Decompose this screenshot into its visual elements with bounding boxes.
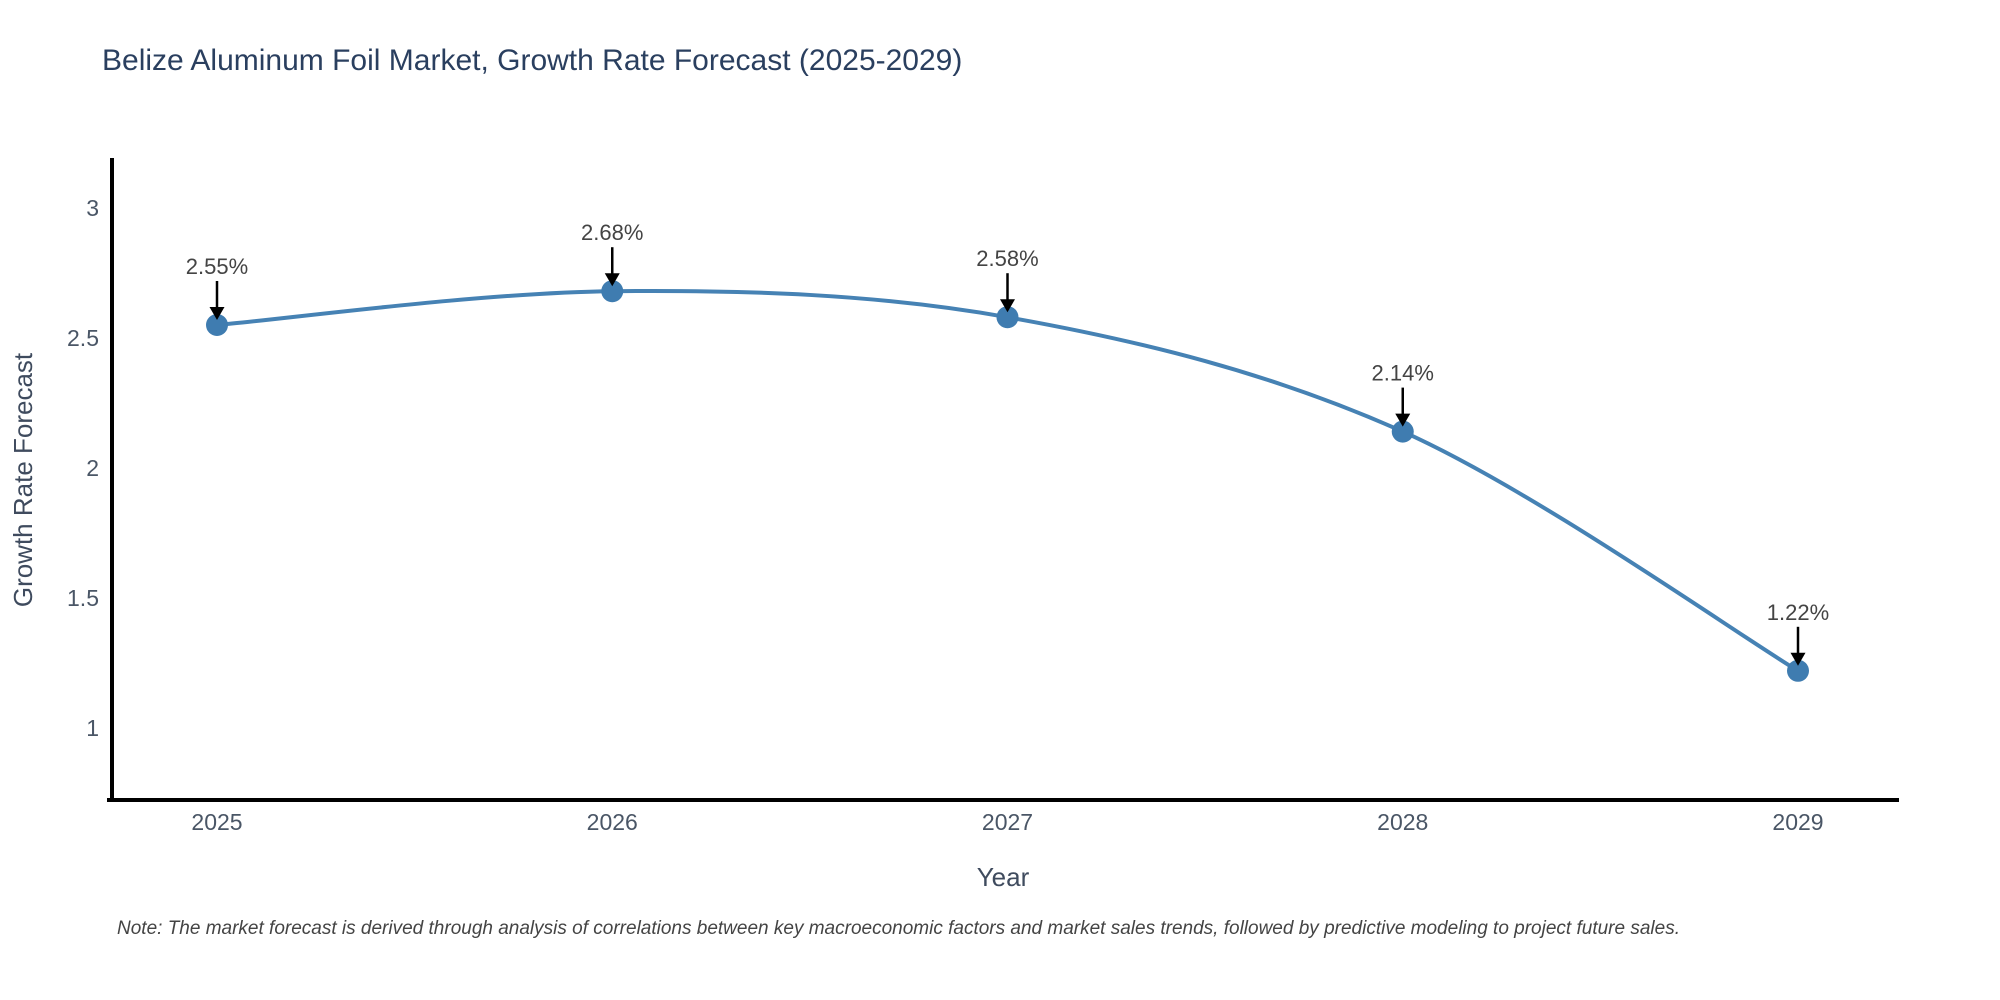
point-annotation-label: 2.58% [976, 246, 1038, 271]
x-tick-label: 2027 [982, 809, 1033, 835]
data-point-2029[interactable] [1787, 659, 1809, 682]
data-point-2028[interactable] [1391, 420, 1414, 443]
x-tick-label: 2026 [587, 809, 638, 835]
forecast-line [215, 288, 1800, 673]
x-tick-label: 2028 [1377, 809, 1428, 835]
x-tick-label: 2025 [191, 809, 242, 835]
annotation-arrowhead-icon [1000, 299, 1015, 313]
x-tick-label: 2029 [1772, 809, 1823, 835]
point-annotation-label: 2.68% [581, 220, 643, 245]
annotation-arrowhead-icon [1395, 413, 1411, 427]
data-point-2026[interactable] [601, 280, 624, 303]
y-tick-label: 1 [86, 715, 99, 741]
data-point-2025[interactable] [206, 314, 228, 336]
footnote: Note: The market forecast is derived thr… [117, 918, 1680, 939]
point-annotation-label: 2.55% [186, 254, 248, 279]
y-tick-label: 3 [86, 195, 99, 221]
annotation-arrowhead-icon [209, 307, 225, 320]
point-annotation-label: 2.14% [1372, 361, 1434, 386]
x-axis-title: Year [977, 862, 1030, 892]
y-axis-title: Growth Rate Forecast [8, 352, 38, 607]
annotation-arrowhead-icon [604, 273, 620, 287]
chart-title: Belize Aluminum Foil Market, Growth Rate… [102, 44, 963, 77]
y-tick-label: 2.5 [67, 325, 99, 351]
y-tick-label: 2 [86, 455, 99, 481]
data-point-2027[interactable] [996, 306, 1019, 329]
point-annotation-label: 1.22% [1767, 600, 1829, 625]
annotation-arrowhead-icon [1790, 652, 1806, 666]
y-tick-label: 1.5 [67, 585, 99, 611]
